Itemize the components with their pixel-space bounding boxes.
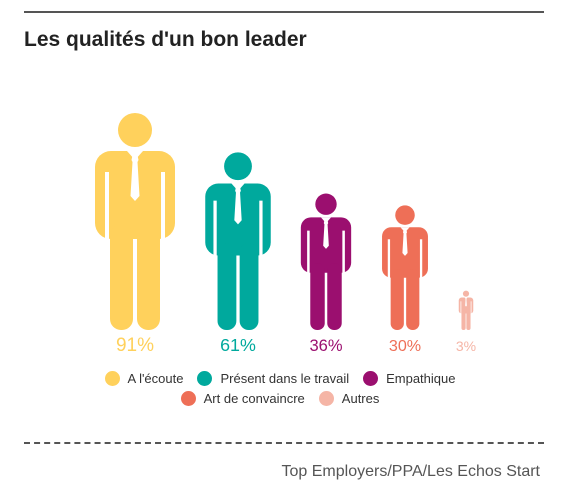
legend-dot-icon	[363, 370, 379, 386]
legend-item-autres: Autres	[318, 390, 380, 406]
value-label: 36%	[309, 336, 342, 355]
top-rule	[24, 11, 544, 13]
pictogram-chart: 91% 61% 36% 30% 3%	[95, 113, 476, 356]
legend-dot-icon	[318, 390, 334, 406]
legend-dot-icon	[197, 370, 213, 386]
legend-label: A l'écoute	[127, 370, 184, 386]
figure-mark	[95, 113, 175, 330]
figure-mark	[205, 152, 271, 330]
legend-row-2: Art de convaincre Autres	[0, 388, 560, 408]
legend-label: Empathique	[386, 370, 456, 386]
legend-dot-icon	[180, 390, 196, 406]
legend-item-present-dans-le-travail: Présent dans le travail	[197, 370, 350, 386]
legend-item-empathique: Empathique	[363, 370, 456, 386]
figure-mark	[300, 193, 352, 330]
legend-item-a-l-ecoute: A l'écoute	[104, 370, 184, 386]
legend: A l'écoute Présent dans le travail Empat…	[0, 368, 560, 408]
legend-label: Autres	[341, 390, 380, 406]
legend-item-art-de-convaincre: Art de convaincre	[180, 390, 305, 406]
figure-mark	[382, 205, 428, 330]
legend-dot-icon	[104, 370, 120, 386]
chart-title: Les qualités d'un bon leader	[24, 28, 307, 51]
bottom-rule	[24, 442, 544, 444]
value-label: 30%	[389, 337, 421, 355]
figure-mark	[458, 290, 474, 330]
value-label: 3%	[456, 338, 476, 354]
legend-row-1: A l'écoute Présent dans le travail Empat…	[0, 368, 560, 388]
legend-label: Présent dans le travail	[220, 370, 350, 386]
source-credit: Top Employers/PPA/Les Echos Start	[281, 463, 540, 480]
legend-label: Art de convaincre	[203, 390, 305, 406]
value-label: 91%	[116, 335, 154, 356]
value-label: 61%	[220, 335, 256, 355]
